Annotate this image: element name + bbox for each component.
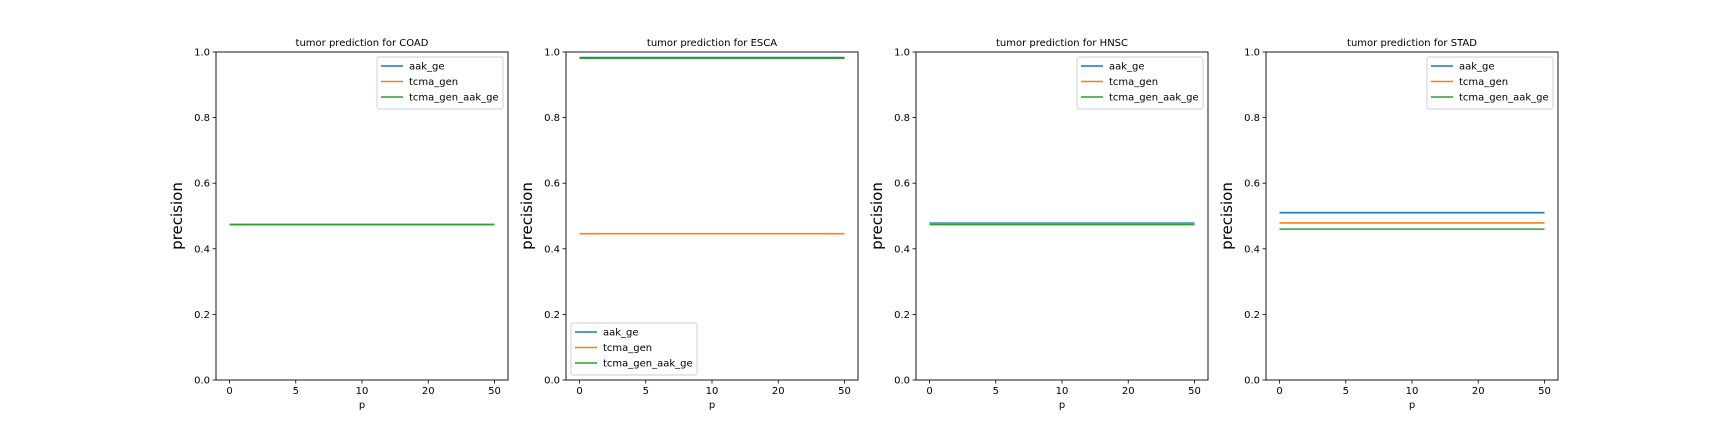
y-tick-label: 0.8 (894, 113, 910, 124)
y-tick-label: 0.2 (544, 310, 560, 321)
x-tick-label: 0 (1276, 386, 1282, 397)
y-tick-label: 0.6 (894, 179, 910, 190)
y-axis-label: precision (868, 182, 886, 250)
legend-entry-label: tcma_gen_aak_ge (409, 93, 499, 104)
x-tick-label: 5 (1343, 386, 1349, 397)
x-tick-label: 50 (1188, 386, 1201, 397)
x-tick-label: 5 (993, 386, 999, 397)
x-tick-label: 10 (356, 386, 369, 397)
chart-panel: tumor prediction for HNSC 0.0 0.2 0.4 0.6 0.8… (868, 38, 1209, 411)
y-tick-label: 0.8 (1244, 113, 1260, 124)
y-tick-label: 0.4 (1244, 244, 1260, 255)
legend-entry-label: tcma_gen (1109, 77, 1158, 88)
x-axis-label: p (1059, 400, 1065, 411)
legend: aak_ge tcma_gen tcma_gen_aak_ge (376, 56, 504, 110)
x-tick-label: 10 (1056, 386, 1069, 397)
x-tick-label: 0 (226, 386, 232, 397)
chart-panel: tumor prediction for COAD 0.0 0.2 0.4 0.6 0.8… (168, 38, 509, 411)
legend-box (570, 322, 698, 376)
y-tick-label: 0.4 (194, 244, 210, 255)
legend-entry-label: tcma_gen (1459, 77, 1508, 88)
y-tick-label: 1.0 (1244, 48, 1260, 59)
legend-entry-label: tcma_gen_aak_ge (603, 359, 693, 370)
x-tick-label: 0 (926, 386, 932, 397)
y-axis-label: precision (518, 182, 536, 250)
y-tick-label: 0.2 (1244, 310, 1260, 321)
x-tick-label: 50 (488, 386, 501, 397)
y-tick-label: 0.2 (194, 310, 210, 321)
x-tick-label: 50 (838, 386, 851, 397)
x-tick-label: 0 (576, 386, 582, 397)
x-tick-label: 5 (643, 386, 649, 397)
x-tick-label: 20 (1472, 386, 1485, 397)
y-tick-label: 0.0 (194, 376, 210, 387)
x-tick-label: 20 (422, 386, 435, 397)
legend-entry-label: tcma_gen_aak_ge (1459, 93, 1549, 104)
legend-entry-label: aak_ge (409, 62, 445, 73)
y-tick-label: 0.2 (894, 310, 910, 321)
x-tick-label: 20 (772, 386, 785, 397)
x-axis-label: p (709, 400, 715, 411)
x-axis-label: p (359, 400, 365, 411)
y-tick-label: 0.4 (894, 244, 910, 255)
y-tick-label: 0.6 (194, 179, 210, 190)
y-tick-label: 0.6 (544, 179, 560, 190)
y-tick-label: 1.0 (544, 48, 560, 59)
legend-entry-label: aak_ge (1109, 62, 1145, 73)
y-tick-label: 0.0 (544, 376, 560, 387)
y-axis-label: precision (168, 182, 186, 250)
y-tick-label: 1.0 (194, 48, 210, 59)
y-tick-label: 0.4 (544, 244, 560, 255)
legend-entry-label: tcma_gen (603, 343, 652, 354)
y-tick-label: 0.8 (544, 113, 560, 124)
chart-title: tumor prediction for HNSC (996, 38, 1128, 49)
y-tick-label: 0.0 (1244, 376, 1260, 387)
legend: aak_ge tcma_gen tcma_gen_aak_ge (570, 322, 698, 376)
x-tick-label: 10 (1406, 386, 1419, 397)
chart-panel: tumor prediction for STAD 0.0 0.2 0.4 0.6 0.8… (1218, 38, 1559, 411)
x-tick-label: 5 (293, 386, 299, 397)
y-tick-label: 0.8 (194, 113, 210, 124)
legend-entry-label: aak_ge (1459, 62, 1495, 73)
x-tick-label: 50 (1538, 386, 1551, 397)
legend: aak_ge tcma_gen tcma_gen_aak_ge (1426, 56, 1554, 110)
legend-entry-label: tcma_gen_aak_ge (1109, 93, 1199, 104)
y-tick-label: 0.0 (894, 376, 910, 387)
legend: aak_ge tcma_gen tcma_gen_aak_ge (1076, 56, 1204, 110)
legend-entry-label: tcma_gen (409, 77, 458, 88)
chart-title: tumor prediction for ESCA (647, 38, 777, 49)
chart-title: tumor prediction for STAD (1347, 38, 1477, 49)
y-tick-label: 0.6 (1244, 179, 1260, 190)
chart-title: tumor prediction for COAD (296, 38, 429, 49)
y-tick-label: 1.0 (894, 48, 910, 59)
chart-panel: tumor prediction for ESCA 0.0 0.2 0.4 0.6 0.8… (518, 38, 859, 411)
x-axis-label: p (1409, 400, 1415, 411)
y-axis-label: precision (1218, 182, 1236, 250)
legend-box (376, 56, 504, 110)
x-tick-label: 10 (706, 386, 719, 397)
legend-box (1426, 56, 1554, 110)
legend-entry-label: aak_ge (603, 328, 639, 339)
legend-box (1076, 56, 1204, 110)
x-tick-label: 20 (1122, 386, 1135, 397)
